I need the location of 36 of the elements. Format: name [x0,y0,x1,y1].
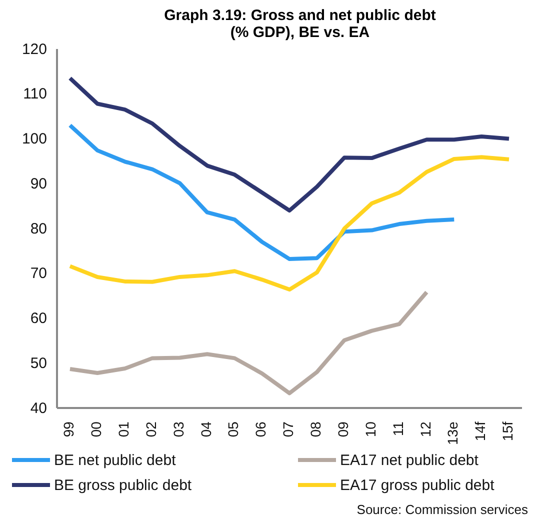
x-tick-label: 07 [280,421,296,438]
x-tick-label: 00 [88,421,104,438]
x-tick-label: 15f [500,421,516,442]
x-tick-label: 05 [225,421,242,438]
y-tick-label: 100 [22,130,47,148]
y-tick-label: 120 [22,40,47,58]
y-tick-label: 90 [30,175,47,192]
source-note: Source: Commission services [356,502,528,517]
y-tick-label: 60 [30,310,47,328]
x-tick-label: 03 [170,421,186,438]
x-tick-label: 13e [444,421,461,445]
chart-title: Graph 3.19: Gross and net public debt (% GDP), BE vs. EA [164,7,436,41]
x-tick-label: 04 [198,421,214,438]
y-tick-label: 110 [23,86,47,103]
y-tick-label: 40 [30,400,47,417]
legend-label: EA17 gross public debt [340,477,496,494]
line-series [68,290,429,396]
x-tick-label: 08 [308,421,324,438]
legend-label: BE net public debt [54,452,177,469]
legend-label: EA17 net public debt [340,452,480,469]
y-tick-label: 80 [30,220,47,238]
line-series [68,123,456,262]
line-series [68,155,511,292]
x-tick-label: 10 [362,421,378,438]
x-tick-label: 99 [60,421,77,438]
y-tick-label: 50 [30,354,47,372]
legend-label: BE gross public debt [54,477,192,494]
x-tick-label: 12 [417,421,434,438]
line-series [68,76,511,213]
x-tick-label: 06 [252,421,269,438]
y-tick-label: 70 [30,265,47,282]
x-tick-label: 02 [142,421,159,438]
x-tick-label: 09 [334,421,351,438]
x-tick-label: 11 [390,421,406,436]
x-tick-label: 01 [115,421,132,438]
x-tick-label: 14f [472,421,488,442]
